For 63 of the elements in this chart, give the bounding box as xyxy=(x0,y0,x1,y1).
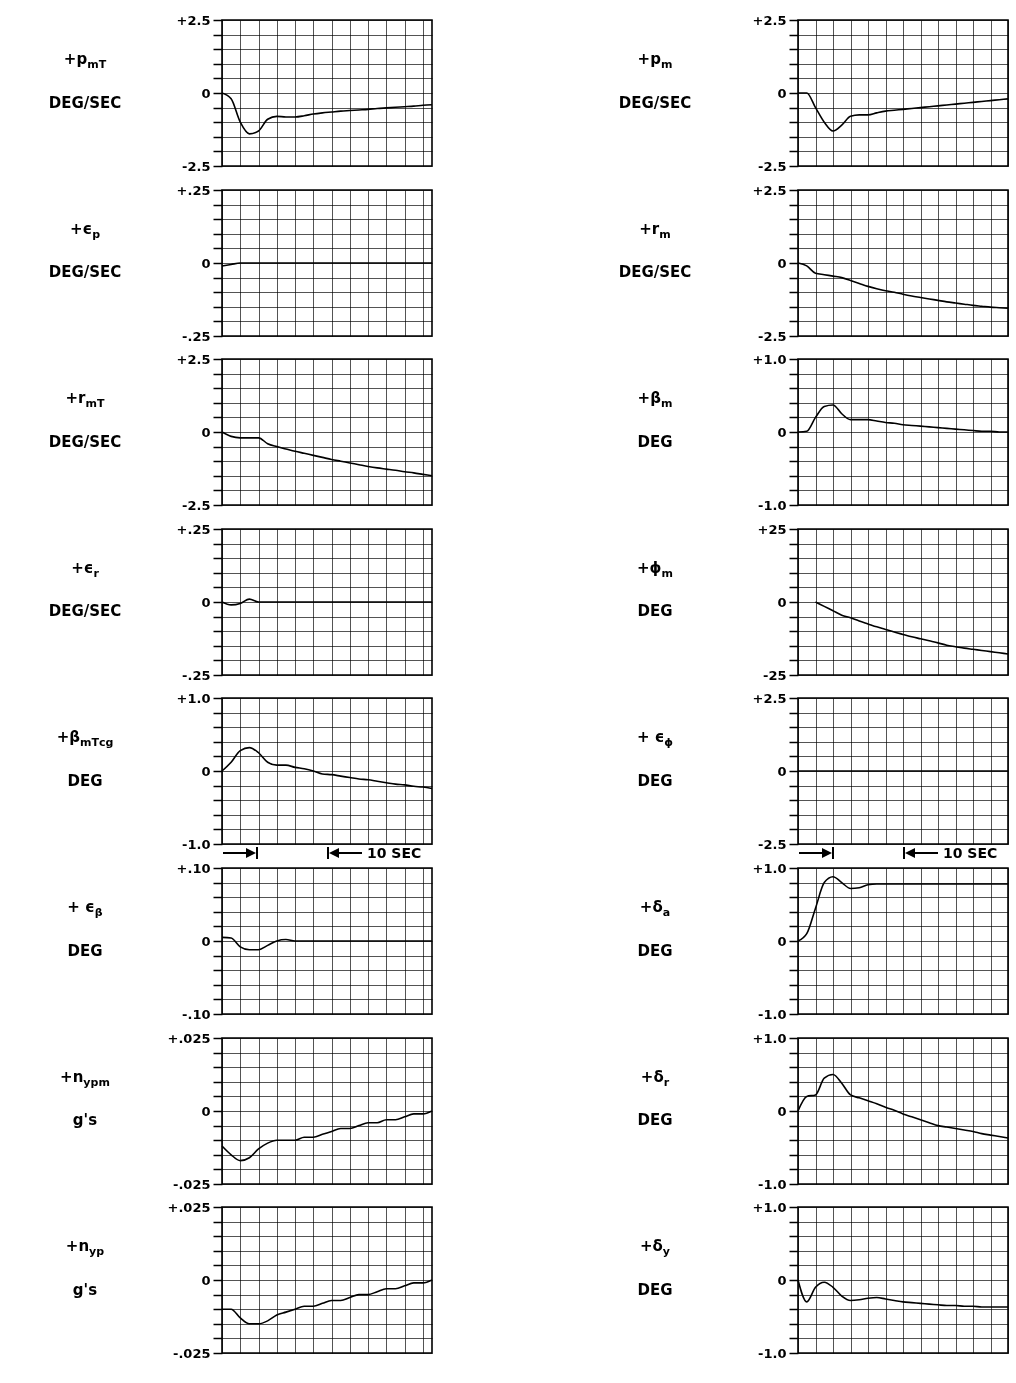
y-tick-label: +2.5 xyxy=(176,12,211,28)
y-tick-label: +1.0 xyxy=(176,690,211,706)
text: +r$_{m}$ DEG/SEC xyxy=(618,219,692,282)
y-tick-label: +1.0 xyxy=(752,860,787,876)
y-tick-label: -2.5 xyxy=(182,158,211,174)
y-tick-label: 0 xyxy=(777,933,787,949)
y-tick-label: -25 xyxy=(763,667,787,683)
text: +δ$_{r}$ DEG xyxy=(637,1067,673,1130)
y-tick-label: -.25 xyxy=(182,667,211,683)
y-tick-label: +.025 xyxy=(167,1199,211,1215)
y-tick-label: -2.5 xyxy=(758,836,787,852)
y-tick-label: +1.0 xyxy=(752,1030,787,1046)
y-tick-label: 0 xyxy=(201,1103,211,1119)
y-tick-label: -2.5 xyxy=(758,158,787,174)
y-tick-label: +.10 xyxy=(176,860,211,876)
y-tick-label: 0 xyxy=(201,594,211,610)
y-tick-label: 0 xyxy=(201,255,211,271)
y-tick-label: 0 xyxy=(201,85,211,101)
y-tick-label: +.25 xyxy=(176,182,211,198)
y-tick-label: +2.5 xyxy=(752,690,787,706)
y-tick-label: +2.5 xyxy=(752,12,787,28)
y-tick-label: 0 xyxy=(777,85,787,101)
y-tick-label: -2.5 xyxy=(758,328,787,344)
y-tick-label: -1.0 xyxy=(758,1006,787,1022)
y-tick-label: 0 xyxy=(201,1272,211,1288)
y-tick-label: -2.5 xyxy=(182,497,211,513)
text: + ϵ$_{β}$ DEG xyxy=(67,898,103,960)
text: +ϵ$_{p}$ DEG/SEC xyxy=(48,219,122,282)
y-tick-label: 0 xyxy=(201,424,211,440)
y-tick-label: 0 xyxy=(777,1103,787,1119)
y-tick-label: +.25 xyxy=(176,521,211,537)
y-tick-label: 0 xyxy=(201,763,211,779)
y-tick-label: -.025 xyxy=(173,1345,211,1361)
y-tick-label: -1.0 xyxy=(758,1176,787,1192)
text: +p$_{m}$ DEG/SEC xyxy=(618,50,692,112)
text: +β$_{m}$ DEG xyxy=(637,389,673,451)
y-tick-label: -.25 xyxy=(182,328,211,344)
y-tick-label: +25 xyxy=(757,521,787,537)
y-tick-label: 0 xyxy=(777,763,787,779)
text: + ϵ$_{ϕ}$ DEG xyxy=(636,728,674,790)
y-tick-label: 0 xyxy=(777,255,787,271)
y-tick-label: 0 xyxy=(777,424,787,440)
y-tick-label: -1.0 xyxy=(182,836,211,852)
y-tick-label: -.10 xyxy=(182,1006,211,1022)
y-tick-label: 0 xyxy=(777,594,787,610)
y-tick-label: -1.0 xyxy=(758,1345,787,1361)
text: +r$_{mT}$ DEG/SEC xyxy=(48,389,122,451)
y-tick-label: +1.0 xyxy=(752,351,787,367)
text: +ϵ$_{r}$ DEG/SEC xyxy=(48,558,122,621)
text: +δ$_{a}$ DEG xyxy=(637,898,673,960)
y-tick-label: 0 xyxy=(201,933,211,949)
text: +p$_{mT}$ DEG/SEC xyxy=(48,50,122,112)
text: 10 SEC xyxy=(367,845,422,862)
y-tick-label: -1.0 xyxy=(758,497,787,513)
y-tick-label: -.025 xyxy=(173,1176,211,1192)
text: +δ$_{y}$ DEG xyxy=(637,1237,673,1299)
y-tick-label: +1.0 xyxy=(752,1199,787,1215)
y-tick-label: +2.5 xyxy=(752,182,787,198)
text: +ϕ$_{m}$ DEG xyxy=(637,558,673,621)
y-tick-label: 0 xyxy=(777,1272,787,1288)
text: 10 SEC xyxy=(943,845,998,862)
y-tick-label: +2.5 xyxy=(176,351,211,367)
y-tick-label: +.025 xyxy=(167,1030,211,1046)
